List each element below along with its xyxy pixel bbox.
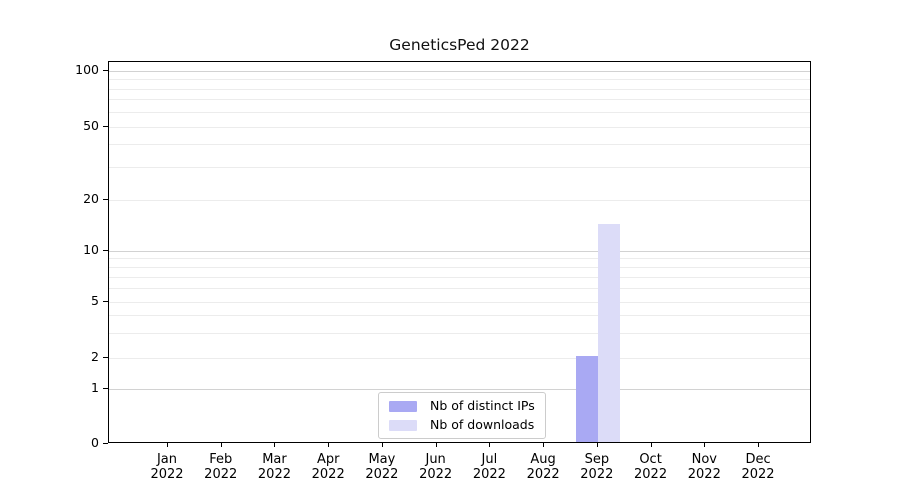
gridline-y-40 bbox=[109, 144, 810, 146]
legend-swatch-icon bbox=[389, 400, 417, 412]
y-tick-label-50: 50 bbox=[83, 118, 99, 133]
y-tick-mark-50 bbox=[103, 126, 108, 127]
legend-entry: Nb of downloads bbox=[389, 418, 535, 432]
x-tick-year: 2022 bbox=[365, 467, 399, 482]
gridline-y-3 bbox=[109, 332, 810, 334]
legend-entry: Nb of distinct IPs bbox=[389, 399, 535, 413]
y-tick-label-20: 20 bbox=[83, 191, 99, 206]
x-tick-month: Mar bbox=[262, 452, 287, 467]
gridline-y-7 bbox=[109, 276, 810, 278]
y-tick-mark-100 bbox=[103, 70, 108, 71]
chart-title: GeneticsPed 2022 bbox=[389, 36, 530, 54]
gridline-y-100 bbox=[109, 70, 810, 72]
x-tick-month: Oct bbox=[639, 452, 662, 467]
bar-nb-of-downloads-sep bbox=[597, 224, 620, 442]
x-tick-label-jun: Jun 2022 bbox=[406, 452, 466, 482]
x-tick-mark-sep bbox=[596, 443, 598, 447]
x-tick-month: Jul bbox=[481, 452, 498, 467]
x-tick-label-apr: Apr 2022 bbox=[298, 452, 358, 482]
legend-label: Nb of distinct IPs bbox=[430, 398, 535, 413]
x-tick-year: 2022 bbox=[472, 467, 506, 482]
legend: Nb of distinct IPs Nb of downloads bbox=[378, 392, 546, 439]
x-tick-year: 2022 bbox=[580, 467, 614, 482]
y-tick-label-100: 100 bbox=[75, 62, 99, 77]
x-tick-month: Aug bbox=[530, 452, 556, 467]
y-tick-mark-5 bbox=[103, 301, 108, 302]
x-tick-month: Apr bbox=[316, 452, 340, 467]
y-tick-mark-10 bbox=[103, 250, 108, 251]
gridline-y-6 bbox=[109, 288, 810, 290]
gridline-y-5 bbox=[109, 301, 810, 303]
gridline-y-30 bbox=[109, 167, 810, 169]
gridline-y-90 bbox=[109, 79, 810, 80]
y-tick-label-5: 5 bbox=[91, 293, 99, 308]
x-tick-mark-jul bbox=[489, 443, 491, 447]
x-tick-year: 2022 bbox=[311, 467, 345, 482]
gridline-y-2 bbox=[109, 357, 810, 359]
x-tick-mark-may bbox=[381, 443, 383, 447]
x-tick-year: 2022 bbox=[419, 467, 453, 482]
gridline-y-20 bbox=[109, 199, 810, 201]
x-tick-label-jan: Jan 2022 bbox=[137, 452, 197, 482]
x-tick-label-may: May 2022 bbox=[352, 452, 412, 482]
x-tick-month: Jan bbox=[156, 452, 178, 467]
gridline-y-8 bbox=[109, 266, 810, 268]
x-tick-label-dec: Dec 2022 bbox=[728, 452, 788, 482]
x-tick-year: 2022 bbox=[741, 467, 775, 482]
x-tick-label-nov: Nov 2022 bbox=[674, 452, 734, 482]
x-tick-month: Dec bbox=[745, 452, 771, 467]
x-tick-mark-feb bbox=[220, 443, 222, 447]
x-tick-label-aug: Aug 2022 bbox=[513, 452, 573, 482]
y-tick-mark-2 bbox=[103, 357, 108, 358]
y-tick-label-1: 1 bbox=[91, 380, 99, 395]
y-tick-mark-0 bbox=[103, 443, 108, 444]
gridline-y-10 bbox=[109, 250, 810, 252]
x-tick-year: 2022 bbox=[634, 467, 668, 482]
y-tick-label-2: 2 bbox=[91, 349, 99, 364]
x-tick-year: 2022 bbox=[526, 467, 560, 482]
x-tick-year: 2022 bbox=[204, 467, 238, 482]
x-tick-month: Sep bbox=[584, 452, 610, 467]
x-tick-mark-jun bbox=[435, 443, 437, 447]
x-tick-mark-mar bbox=[274, 443, 276, 447]
x-tick-month: Feb bbox=[209, 452, 233, 467]
x-tick-month: Nov bbox=[691, 452, 717, 467]
x-tick-mark-oct bbox=[650, 443, 652, 447]
x-tick-label-jul: Jul 2022 bbox=[459, 452, 519, 482]
gridline-y-80 bbox=[109, 88, 810, 90]
gridline-y-60 bbox=[109, 111, 810, 113]
y-tick-mark-1 bbox=[103, 388, 108, 389]
x-tick-label-feb: Feb 2022 bbox=[191, 452, 251, 482]
x-tick-mark-aug bbox=[543, 443, 545, 447]
x-tick-month: May bbox=[368, 452, 396, 467]
x-tick-mark-nov bbox=[704, 443, 706, 447]
gridline-y-1 bbox=[109, 388, 810, 390]
x-tick-mark-jan bbox=[167, 443, 168, 447]
legend-label: Nb of downloads bbox=[430, 417, 535, 432]
x-tick-label-oct: Oct 2022 bbox=[621, 452, 681, 482]
gridline-y-70 bbox=[109, 99, 810, 101]
y-tick-label-10: 10 bbox=[83, 242, 99, 257]
x-tick-mark-apr bbox=[328, 443, 330, 447]
legend-swatch-icon bbox=[389, 419, 417, 431]
x-tick-label-mar: Mar 2022 bbox=[244, 452, 304, 482]
x-tick-mark-dec bbox=[758, 443, 760, 447]
y-tick-mark-20 bbox=[103, 199, 108, 200]
x-tick-month: Jun bbox=[425, 452, 446, 467]
x-tick-label-sep: Sep 2022 bbox=[567, 452, 627, 482]
x-tick-year: 2022 bbox=[687, 467, 721, 482]
gridline-y-4 bbox=[109, 315, 810, 317]
y-tick-label-0: 0 bbox=[91, 435, 99, 450]
plot-area bbox=[108, 61, 811, 443]
x-tick-year: 2022 bbox=[150, 467, 184, 482]
x-tick-year: 2022 bbox=[257, 467, 291, 482]
bar-nb-of-distinct-ips-sep bbox=[575, 356, 598, 442]
gridline-y-9 bbox=[109, 258, 810, 260]
gridline-y-50 bbox=[109, 126, 810, 128]
